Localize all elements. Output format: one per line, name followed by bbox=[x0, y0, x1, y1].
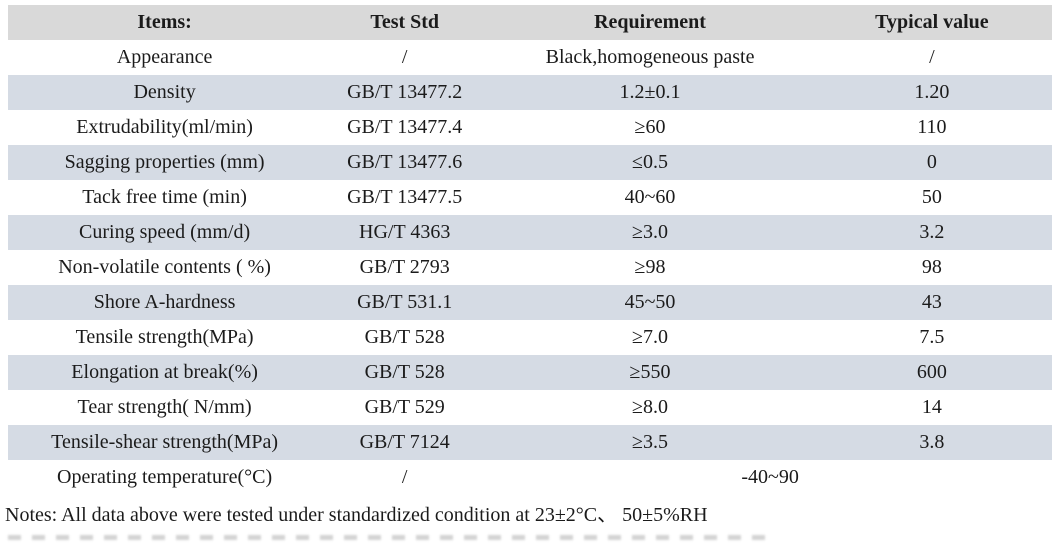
item-cell: Non-volatile contents ( %) bbox=[58, 256, 271, 278]
test-std-cell: GB/T 13477.5 bbox=[347, 186, 463, 208]
item-cell: Operating temperature(°C) bbox=[57, 466, 273, 488]
requirement-cell: 1.2±0.1 bbox=[488, 75, 812, 110]
typical-value-cell: 1.20 bbox=[811, 75, 1052, 110]
requirement-span-cell: -40~90 bbox=[741, 466, 799, 488]
table-row: Non-volatile contents ( %) GB/T 2793 ≥98 98 bbox=[8, 250, 1052, 285]
table-row: Tensile strength(MPa) GB/T 528 ≥7.0 7.5 bbox=[8, 320, 1052, 355]
test-std-cell: GB/T 13477.2 bbox=[321, 75, 489, 110]
typical-value-cell: 3.2 bbox=[811, 215, 1052, 250]
test-std-cell: GB/T 528 bbox=[364, 326, 445, 348]
typical-value-cell: 3.8 bbox=[811, 425, 1052, 460]
requirement-cell: ≥550 bbox=[488, 355, 812, 390]
typical-value-cell: 50 bbox=[921, 186, 942, 208]
table-row: Operating temperature(°C) / -40~90 bbox=[8, 460, 1052, 495]
test-std-cell: HG/T 4363 bbox=[321, 215, 489, 250]
item-cell: Tensile-shear strength(MPa) bbox=[8, 425, 322, 460]
typical-value-cell: 110 bbox=[917, 116, 947, 138]
typical-value-cell: 600 bbox=[811, 355, 1052, 390]
item-cell: Curing speed (mm/d) bbox=[8, 215, 322, 250]
test-std-cell: GB/T 531.1 bbox=[321, 285, 489, 320]
typical-value-cell: 0 bbox=[811, 145, 1052, 180]
notes-line: Notes: All data above were tested under … bbox=[5, 504, 708, 526]
requirement-cell: ≥7.0 bbox=[632, 326, 669, 348]
test-std-cell: GB/T 7124 bbox=[321, 425, 489, 460]
table-row: Tack free time (min) GB/T 13477.5 40~60 50 bbox=[8, 180, 1052, 215]
requirement-cell: ≥98 bbox=[634, 256, 666, 278]
test-std-cell: / bbox=[401, 46, 408, 68]
table-row: Tear strength( N/mm) GB/T 529 ≥8.0 14 bbox=[8, 390, 1052, 425]
table-row: Curing speed (mm/d) HG/T 4363 ≥3.0 3.2 bbox=[8, 215, 1052, 250]
requirement-cell: 40~60 bbox=[624, 186, 676, 208]
item-cell: Density bbox=[8, 75, 322, 110]
col-header-requirement: Requirement bbox=[488, 5, 812, 40]
requirement-cell: ≥3.5 bbox=[488, 425, 812, 460]
table-row: Sagging properties (mm) GB/T 13477.6 ≤0.5 0 bbox=[8, 145, 1052, 180]
test-std-cell: GB/T 529 bbox=[364, 396, 445, 418]
table-row: Extrudability(ml/min) GB/T 13477.4 ≥60 110 bbox=[8, 110, 1052, 145]
requirement-cell: ≥60 bbox=[634, 116, 666, 138]
col-header-items: Items: bbox=[8, 5, 322, 40]
cutoff-text-artifact bbox=[8, 535, 766, 540]
header-row: Items: Test Std Requirement Typical valu… bbox=[8, 5, 1052, 40]
typical-value-cell: / bbox=[929, 46, 935, 68]
table-row: Tensile-shear strength(MPa) GB/T 7124 ≥3.5… bbox=[8, 425, 1052, 460]
item-cell: Tensile strength(MPa) bbox=[75, 326, 254, 348]
item-cell: Sagging properties (mm) bbox=[8, 145, 322, 180]
item-cell: Tack free time (min) bbox=[82, 186, 247, 208]
spec-table: Items: Test Std Requirement Typical valu… bbox=[8, 5, 1052, 495]
col-header-test-std: Test Std bbox=[321, 5, 489, 40]
requirement-cell: ≥3.0 bbox=[488, 215, 812, 250]
item-cell: Tear strength( N/mm) bbox=[77, 396, 252, 418]
test-std-cell: GB/T 528 bbox=[321, 355, 489, 390]
col-header-typical-value: Typical value bbox=[811, 5, 1052, 40]
typical-value-cell: 98 bbox=[921, 256, 942, 278]
typical-value-cell: 43 bbox=[811, 285, 1052, 320]
item-cell: Appearance bbox=[116, 46, 213, 68]
test-std-cell: / bbox=[401, 466, 408, 488]
requirement-cell: ≤0.5 bbox=[488, 145, 812, 180]
test-std-cell: GB/T 2793 bbox=[359, 256, 450, 278]
requirement-cell: Black,homogeneous paste bbox=[545, 46, 755, 68]
typical-value-cell: 14 bbox=[921, 396, 942, 418]
table-row: Appearance / Black,homogeneous paste / bbox=[8, 40, 1052, 75]
table-row: Density GB/T 13477.2 1.2±0.1 1.20 bbox=[8, 75, 1052, 110]
item-cell: Shore A-hardness bbox=[8, 285, 322, 320]
table-row: Elongation at break(%) GB/T 528 ≥550 600 bbox=[8, 355, 1052, 390]
requirement-cell: 45~50 bbox=[488, 285, 812, 320]
table-row: Shore A-hardness GB/T 531.1 45~50 43 bbox=[8, 285, 1052, 320]
test-std-cell: GB/T 13477.4 bbox=[347, 116, 463, 138]
typical-value-cell: 7.5 bbox=[919, 326, 945, 348]
requirement-cell: ≥8.0 bbox=[632, 396, 669, 418]
spec-table-body: Appearance / Black,homogeneous paste / Densi… bbox=[8, 40, 1052, 495]
item-cell: Extrudability(ml/min) bbox=[76, 116, 253, 138]
item-cell: Elongation at break(%) bbox=[8, 355, 322, 390]
test-std-cell: GB/T 13477.6 bbox=[321, 145, 489, 180]
